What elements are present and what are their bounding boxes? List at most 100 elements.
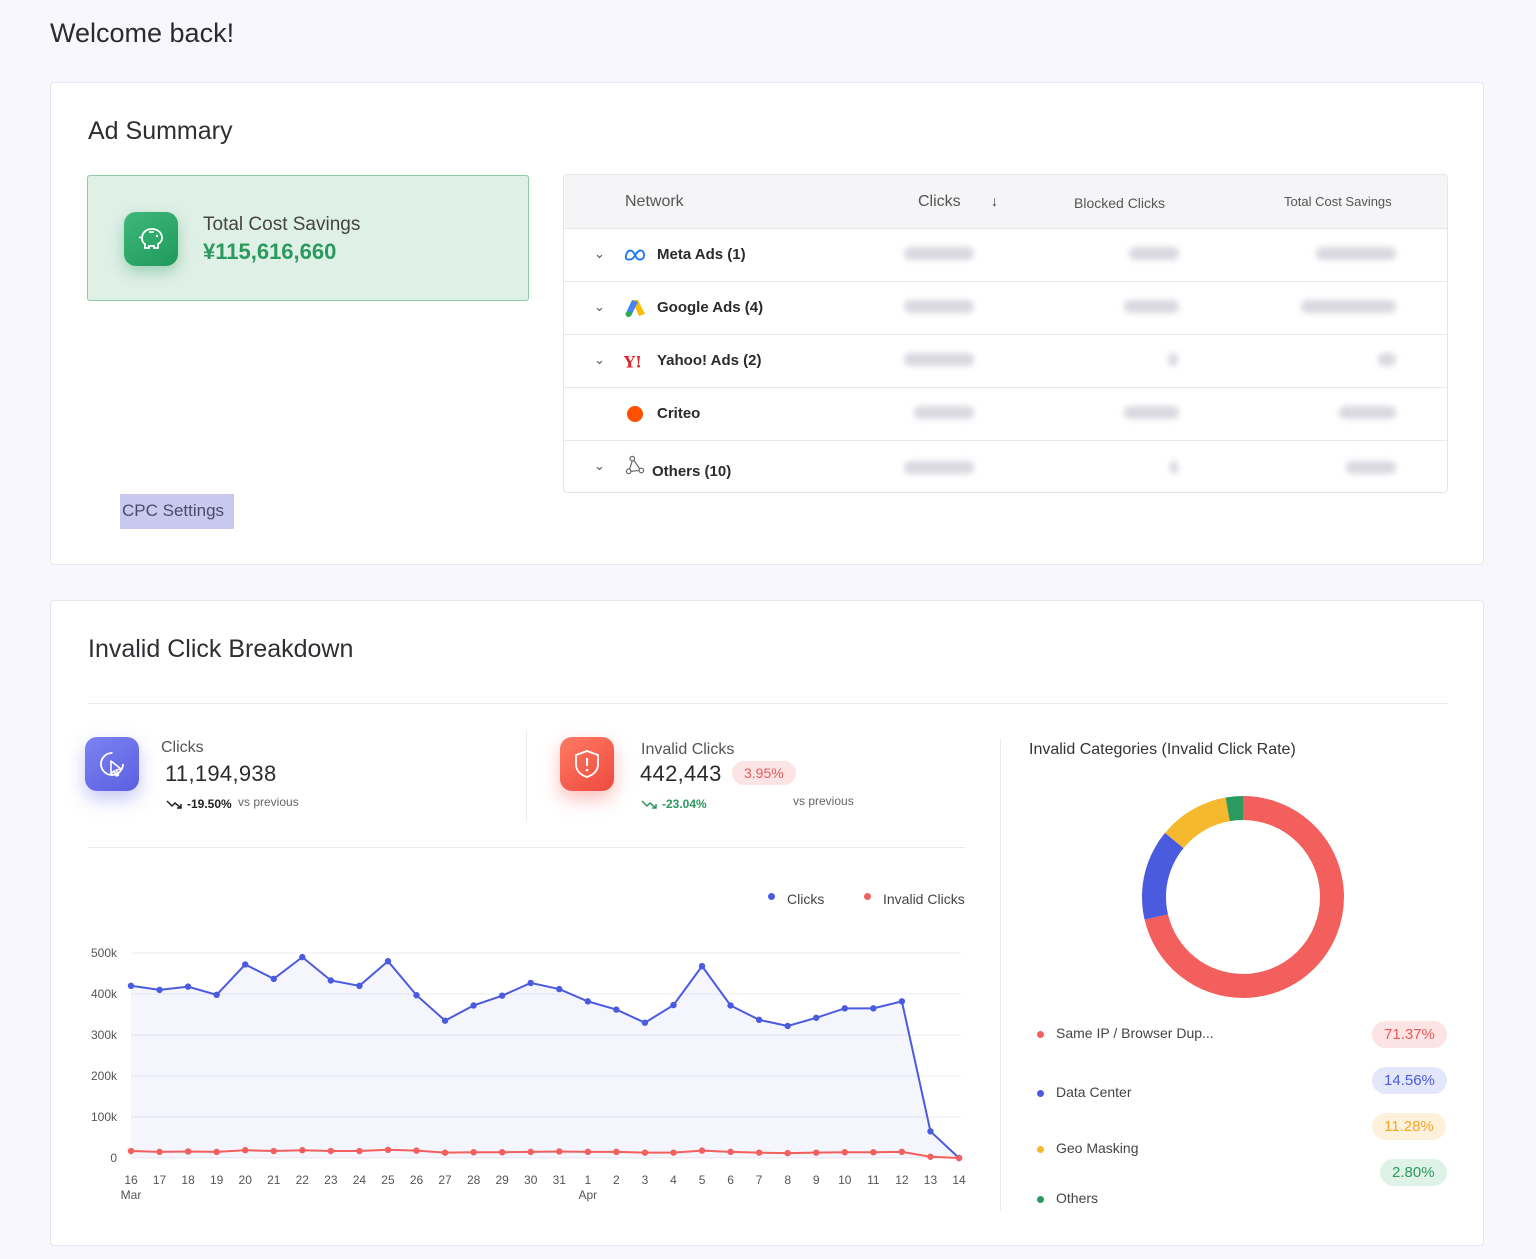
clicks-point xyxy=(470,1002,477,1009)
donut-slice[interactable] xyxy=(1142,796,1344,998)
x-tick-label: 27 xyxy=(438,1173,452,1187)
legend-label: Invalid Clicks xyxy=(883,891,965,907)
clicks-point xyxy=(327,977,335,984)
clicks-vs-previous: vs previous xyxy=(238,795,299,809)
x-tick-label: 18 xyxy=(181,1173,195,1187)
invalid-clicks-point xyxy=(384,1146,392,1153)
header-blocked-clicks[interactable]: Blocked Clicks xyxy=(1074,195,1166,211)
legend-dot xyxy=(864,892,871,900)
header-total-cost-savings[interactable]: Total Cost Savings xyxy=(1284,194,1392,209)
cpc-settings-button[interactable]: CPC Settings xyxy=(120,494,234,529)
blurred-blocked xyxy=(1168,353,1178,366)
invalid-clicks-point xyxy=(213,1148,220,1156)
table-row[interactable]: ⌄ Y! Yahoo! Ads (2) xyxy=(564,335,1447,388)
x-tick-label: 26 xyxy=(410,1173,424,1187)
category-label: Geo Masking xyxy=(1056,1140,1139,1156)
x-tick-label: 24 xyxy=(353,1173,367,1187)
stat-divider xyxy=(526,731,527,821)
invalid-clicks-point xyxy=(270,1147,277,1155)
x-tick-label: 20 xyxy=(239,1173,253,1187)
invalid-clicks-point xyxy=(470,1149,477,1156)
clicks-point xyxy=(784,1022,791,1030)
blurred-blocked xyxy=(1124,406,1179,419)
invalid-clicks-point xyxy=(498,1149,506,1156)
network-name: Others (10) xyxy=(652,463,732,480)
x-tick-label: 3 xyxy=(642,1173,649,1187)
breakdown-title: Invalid Click Breakdown xyxy=(88,635,354,663)
table-row[interactable]: ⌄ Google Ads (4) xyxy=(564,282,1447,335)
x-tick-label: 9 xyxy=(813,1173,820,1187)
legend-clicks[interactable]: Clicks xyxy=(768,891,824,907)
invalid-clicks-point xyxy=(841,1149,848,1156)
network-name: Criteo xyxy=(657,405,701,422)
yahoo-logo-icon: Y! xyxy=(624,352,642,371)
svg-text:Y!: Y! xyxy=(624,352,642,371)
stats-divider xyxy=(88,847,965,848)
invalid-clicks-point xyxy=(327,1147,335,1155)
invalid-clicks-point xyxy=(727,1148,734,1156)
chevron-down-icon[interactable]: ⌄ xyxy=(594,352,605,367)
blurred-savings xyxy=(1378,353,1396,366)
blurred-clicks xyxy=(904,461,974,474)
x-tick-label: 1 xyxy=(584,1173,591,1187)
y-tick-label: 400k xyxy=(91,987,118,1001)
legend-invalid-clicks[interactable]: Invalid Clicks xyxy=(864,891,965,907)
x-tick-label: 14 xyxy=(952,1173,966,1187)
network-name: Google Ads (4) xyxy=(657,299,764,316)
invalid-clicks-point xyxy=(556,1148,563,1155)
invalid-clicks-point xyxy=(813,1149,820,1156)
network-table-header: Network Clicks ↓ Blocked Clicks Total Co… xyxy=(564,175,1447,229)
invalid-clicks-point xyxy=(898,1148,906,1156)
clicks-point xyxy=(527,979,534,987)
welcome-heading: Welcome back! xyxy=(50,18,235,48)
invalid-clicks-point xyxy=(584,1148,592,1156)
header-network[interactable]: Network xyxy=(625,193,684,210)
blurred-clicks xyxy=(904,353,974,366)
total-cost-savings-box: Total Cost Savings ¥115,616,660 xyxy=(87,175,529,301)
x-month-label: Apr xyxy=(578,1188,597,1202)
clicks-point xyxy=(156,986,163,994)
invalid-clicks-point xyxy=(755,1149,763,1156)
clicks-value: 11,194,938 xyxy=(165,761,277,786)
title-divider xyxy=(88,703,1448,704)
network-name: Yahoo! Ads (2) xyxy=(657,352,762,369)
y-tick-label: 100k xyxy=(91,1110,118,1124)
chevron-down-icon[interactable]: ⌄ xyxy=(594,458,605,473)
clicks-point xyxy=(613,1006,620,1013)
invalid-clicks-point xyxy=(641,1149,649,1156)
header-clicks[interactable]: Clicks xyxy=(918,193,961,210)
table-row: Criteo xyxy=(564,388,1447,441)
category-pct: 71.37% xyxy=(1372,1021,1447,1048)
y-tick-label: 0 xyxy=(110,1151,117,1165)
shield-alert-icon xyxy=(560,737,614,791)
blurred-clicks xyxy=(904,300,974,313)
network-nodes-icon xyxy=(625,455,645,475)
clicks-point xyxy=(556,985,563,993)
category-label: Data Center xyxy=(1056,1084,1132,1100)
invalid-clicks-point xyxy=(613,1148,620,1156)
clicks-point xyxy=(184,983,192,990)
table-row[interactable]: ⌄ Others (10) xyxy=(564,441,1447,492)
invalid-clicks-point xyxy=(698,1147,706,1154)
sort-descending-icon[interactable]: ↓ xyxy=(991,193,998,209)
donut-slice[interactable] xyxy=(1142,796,1344,998)
invalid-clicks-value: 442,443 xyxy=(640,761,722,786)
invalid-clicks-point xyxy=(441,1149,449,1156)
clicks-point xyxy=(299,953,306,961)
table-row[interactable]: ⌄ Meta Ads (1) xyxy=(564,229,1447,282)
x-tick-label: 11 xyxy=(867,1173,880,1187)
chevron-down-icon[interactable]: ⌄ xyxy=(594,246,605,261)
chevron-down-icon[interactable]: ⌄ xyxy=(594,299,605,314)
x-tick-label: 28 xyxy=(467,1173,481,1187)
clicks-label: Clicks xyxy=(161,739,204,756)
clicks-point xyxy=(384,958,392,965)
x-tick-label: 10 xyxy=(838,1173,852,1187)
meta-logo-icon xyxy=(624,249,646,261)
clicks-point xyxy=(755,1016,763,1024)
blurred-clicks xyxy=(914,406,974,419)
blurred-blocked xyxy=(1124,300,1179,313)
x-tick-label: 23 xyxy=(324,1173,338,1187)
clicks-point xyxy=(270,975,277,983)
blurred-savings xyxy=(1316,247,1396,260)
